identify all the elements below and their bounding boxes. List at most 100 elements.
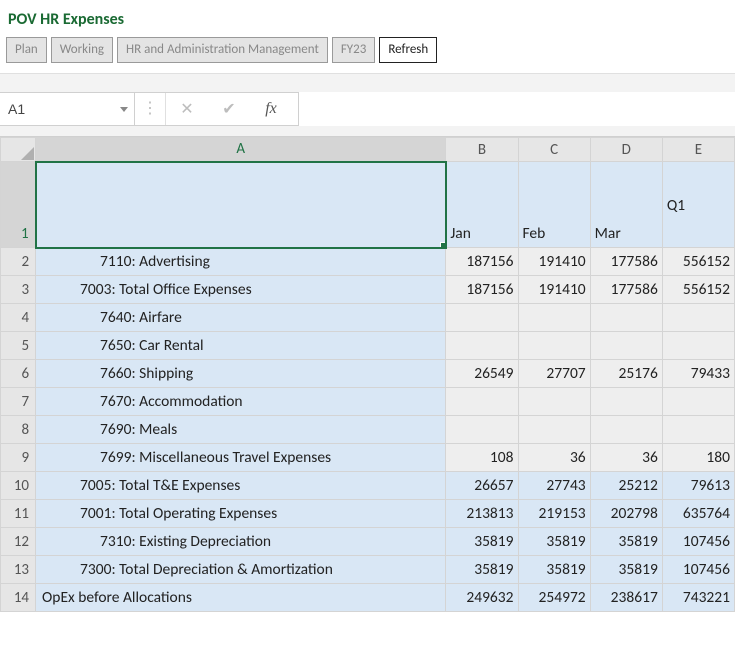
value-cell[interactable]: 107456	[662, 528, 734, 556]
row-header[interactable]: 6	[1, 360, 36, 388]
name-box-wrap[interactable]	[0, 93, 135, 125]
row-header[interactable]: 2	[1, 248, 36, 276]
value-cell[interactable]	[590, 416, 662, 444]
value-cell[interactable]: 743221	[662, 584, 734, 612]
value-cell[interactable]: 556152	[662, 248, 734, 276]
row-header[interactable]: 11	[1, 500, 36, 528]
row-header[interactable]: 8	[1, 416, 36, 444]
col-header-d[interactable]: D	[590, 138, 662, 162]
row-header[interactable]: 1	[1, 162, 36, 248]
cell-a1[interactable]	[36, 162, 446, 248]
value-cell[interactable]: 36	[590, 444, 662, 472]
row-header[interactable]: 9	[1, 444, 36, 472]
value-cell[interactable]	[662, 304, 734, 332]
value-cell[interactable]: 180	[662, 444, 734, 472]
account-label[interactable]: 7650: Car Rental	[36, 332, 446, 360]
value-cell[interactable]	[446, 388, 518, 416]
account-label[interactable]: 7001: Total Operating Expenses	[36, 500, 446, 528]
value-cell[interactable]: 556152	[662, 276, 734, 304]
value-cell[interactable]	[446, 304, 518, 332]
value-cell[interactable]: 79433	[662, 360, 734, 388]
col-header-e[interactable]: E	[662, 138, 734, 162]
cancel-icon[interactable]: ✕	[166, 93, 208, 125]
value-cell[interactable]	[518, 416, 590, 444]
formula-bar-options-icon[interactable]: ⋮	[135, 93, 166, 125]
value-cell[interactable]: 107456	[662, 556, 734, 584]
account-label[interactable]: 7690: Meals	[36, 416, 446, 444]
value-cell[interactable]	[662, 388, 734, 416]
value-cell[interactable]: 219153	[518, 500, 590, 528]
pov-button-refresh[interactable]: Refresh	[379, 37, 437, 63]
month-header[interactable]: Jan	[446, 162, 518, 248]
value-cell[interactable]	[518, 388, 590, 416]
value-cell[interactable]: 25176	[590, 360, 662, 388]
month-header[interactable]: Feb	[518, 162, 590, 248]
value-cell[interactable]: 35819	[446, 528, 518, 556]
col-header-a[interactable]: A	[36, 138, 446, 162]
row-header[interactable]: 5	[1, 332, 36, 360]
value-cell[interactable]	[590, 332, 662, 360]
value-cell[interactable]: 79613	[662, 472, 734, 500]
pov-button-hr-and-administration-management[interactable]: HR and Administration Management	[117, 37, 328, 63]
account-label[interactable]: 7670: Accommodation	[36, 388, 446, 416]
month-header[interactable]: Q1	[662, 162, 734, 248]
month-header[interactable]: Mar	[590, 162, 662, 248]
fx-icon[interactable]: fx	[250, 93, 298, 125]
value-cell[interactable]: 191410	[518, 248, 590, 276]
value-cell[interactable]: 35819	[446, 556, 518, 584]
pov-button-plan[interactable]: Plan	[6, 37, 47, 63]
value-cell[interactable]: 202798	[590, 500, 662, 528]
account-label[interactable]: 7660: Shipping	[36, 360, 446, 388]
value-cell[interactable]: 26549	[446, 360, 518, 388]
value-cell[interactable]: 238617	[590, 584, 662, 612]
col-header-c[interactable]: C	[518, 138, 590, 162]
row-header[interactable]: 7	[1, 388, 36, 416]
col-header-b[interactable]: B	[446, 138, 518, 162]
row-header[interactable]: 4	[1, 304, 36, 332]
value-cell[interactable]: 35819	[518, 528, 590, 556]
value-cell[interactable]	[662, 332, 734, 360]
value-cell[interactable]: 191410	[518, 276, 590, 304]
value-cell[interactable]	[518, 332, 590, 360]
account-label[interactable]: 7300: Total Depreciation & Amortization	[36, 556, 446, 584]
row-header[interactable]: 3	[1, 276, 36, 304]
value-cell[interactable]: 177586	[590, 276, 662, 304]
value-cell[interactable]: 36	[518, 444, 590, 472]
pov-button-working[interactable]: Working	[51, 37, 113, 63]
pov-button-fy23[interactable]: FY23	[332, 37, 376, 63]
value-cell[interactable]: 249632	[446, 584, 518, 612]
value-cell[interactable]	[446, 416, 518, 444]
account-label[interactable]: 7005: Total T&E Expenses	[36, 472, 446, 500]
value-cell[interactable]: 108	[446, 444, 518, 472]
value-cell[interactable]: 27707	[518, 360, 590, 388]
formula-input[interactable]	[299, 92, 735, 126]
row-header[interactable]: 10	[1, 472, 36, 500]
value-cell[interactable]: 35819	[518, 556, 590, 584]
account-label[interactable]: 7110: Advertising	[36, 248, 446, 276]
value-cell[interactable]	[590, 304, 662, 332]
select-all-corner[interactable]	[1, 138, 36, 162]
name-box-dropdown-icon[interactable]	[120, 107, 128, 112]
account-label[interactable]: 7699: Miscellaneous Travel Expenses	[36, 444, 446, 472]
value-cell[interactable]: 187156	[446, 276, 518, 304]
value-cell[interactable]: 635764	[662, 500, 734, 528]
account-label[interactable]: OpEx before Allocations	[36, 584, 446, 612]
value-cell[interactable]	[518, 304, 590, 332]
enter-icon[interactable]: ✔	[208, 93, 250, 125]
value-cell[interactable]	[446, 332, 518, 360]
row-header[interactable]: 13	[1, 556, 36, 584]
value-cell[interactable]	[590, 388, 662, 416]
account-label[interactable]: 7640: Airfare	[36, 304, 446, 332]
row-header[interactable]: 14	[1, 584, 36, 612]
row-header[interactable]: 12	[1, 528, 36, 556]
value-cell[interactable]	[662, 416, 734, 444]
value-cell[interactable]: 177586	[590, 248, 662, 276]
account-label[interactable]: 7003: Total Office Expenses	[36, 276, 446, 304]
value-cell[interactable]: 254972	[518, 584, 590, 612]
value-cell[interactable]: 35819	[590, 528, 662, 556]
spreadsheet-grid[interactable]: A B C D E 1 JanFebMarQ1 27110: Advertising…	[0, 137, 735, 612]
account-label[interactable]: 7310: Existing Depreciation	[36, 528, 446, 556]
value-cell[interactable]: 26657	[446, 472, 518, 500]
value-cell[interactable]: 25212	[590, 472, 662, 500]
name-box[interactable]	[6, 100, 90, 118]
